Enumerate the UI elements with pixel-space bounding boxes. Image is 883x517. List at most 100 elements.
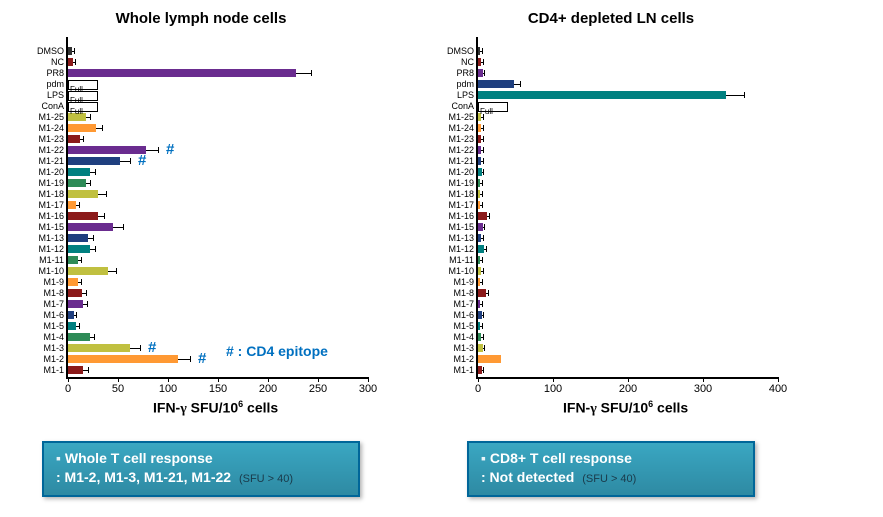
error-cap <box>95 246 96 252</box>
error-cap <box>483 268 484 274</box>
error-cap <box>482 279 483 285</box>
x-tick <box>778 377 779 382</box>
error-cap <box>489 213 490 219</box>
right-plot-area: 0100200300400IFN-γ SFU/106 cellsM1-1M1-2… <box>476 37 778 379</box>
x-tick <box>628 377 629 382</box>
error-cap <box>94 334 95 340</box>
left-summary-sfunote: (SFU > 40) <box>239 473 293 485</box>
y-tick-label: M1-15 <box>428 223 474 232</box>
error-cap <box>104 213 105 219</box>
error-cap <box>90 180 91 186</box>
y-tick-label: M1-25 <box>428 113 474 122</box>
bar <box>478 212 487 220</box>
error-cap <box>483 125 484 131</box>
right-chart: 0100200300400IFN-γ SFU/106 cellsM1-1M1-2… <box>426 33 796 433</box>
error-cap <box>76 312 77 318</box>
bar <box>478 80 514 88</box>
bar <box>68 124 96 132</box>
error-cap <box>484 345 485 351</box>
error-bar <box>113 227 123 228</box>
error-cap <box>102 125 103 131</box>
left-summary-line2-row: : M1-2, M1-3, M1-21, M1-22 (SFU > 40) <box>56 468 346 487</box>
x-tick <box>703 377 704 382</box>
y-tick-label: M1-16 <box>18 212 64 221</box>
left-summary-line1: Whole T cell response <box>56 449 346 468</box>
x-tick <box>268 377 269 382</box>
y-tick-label: M1-4 <box>428 333 474 342</box>
y-tick-label: M1-10 <box>18 267 64 276</box>
y-tick-label: M1-8 <box>18 289 64 298</box>
left-panel: Whole lymph node cells 05010015020025030… <box>16 10 386 497</box>
y-tick-label: M1-21 <box>428 157 474 166</box>
y-tick-label: M1-17 <box>18 201 64 210</box>
x-tick-label: 300 <box>359 383 377 395</box>
x-axis-label: IFN-γ SFU/106 cells <box>563 399 688 418</box>
y-tick-label: M1-1 <box>428 366 474 375</box>
error-cap <box>116 268 117 274</box>
y-tick-label: M1-19 <box>428 179 474 188</box>
error-cap <box>744 92 745 98</box>
y-tick-label: M1-18 <box>428 190 474 199</box>
y-tick-label: M1-8 <box>428 289 474 298</box>
error-cap <box>158 147 159 153</box>
bar <box>68 300 83 308</box>
error-cap <box>130 158 131 164</box>
y-tick-label: M1-15 <box>18 223 64 232</box>
left-panel-title: Whole lymph node cells <box>116 10 287 27</box>
bar <box>68 190 98 198</box>
y-tick-label: M1-25 <box>18 113 64 122</box>
bar <box>68 355 178 363</box>
error-cap <box>484 70 485 76</box>
right-summary-line1-text: CD8+ T cell response <box>490 450 632 466</box>
y-tick-label: M1-2 <box>18 355 64 364</box>
y-tick-label: M1-7 <box>18 300 64 309</box>
y-tick-label: LPS <box>428 91 474 100</box>
bar <box>68 366 83 374</box>
bar <box>68 344 130 352</box>
bar <box>68 234 88 242</box>
error-bar <box>98 194 106 195</box>
y-tick-label: M1-9 <box>18 278 64 287</box>
right-summary-line2-text: : Not detected <box>481 469 574 485</box>
right-summary-box: CD8+ T cell response : Not detected (SFU… <box>467 441 755 497</box>
error-bar <box>120 161 130 162</box>
error-cap <box>482 202 483 208</box>
bar <box>68 168 90 176</box>
left-summary-box: Whole T cell response : M1-2, M1-3, M1-2… <box>42 441 360 497</box>
y-tick-label: M1-11 <box>18 256 64 265</box>
y-tick-label: ConA <box>18 102 64 111</box>
error-cap <box>87 301 88 307</box>
y-tick-label: M1-23 <box>18 135 64 144</box>
right-summary-line2-row: : Not detected (SFU > 40) <box>481 468 741 487</box>
x-tick <box>218 377 219 382</box>
y-tick-label: M1-22 <box>18 146 64 155</box>
x-tick-label: 100 <box>159 383 177 395</box>
y-tick-label: M1-18 <box>18 190 64 199</box>
bar <box>68 69 296 77</box>
bar <box>68 223 113 231</box>
x-tick <box>118 377 119 382</box>
error-cap <box>95 169 96 175</box>
bar-full: Full <box>68 80 98 90</box>
bar <box>68 278 78 286</box>
error-cap <box>520 81 521 87</box>
y-tick-label: LPS <box>18 91 64 100</box>
error-cap <box>106 191 107 197</box>
y-tick-label: DMSO <box>18 47 64 56</box>
y-tick-label: M1-23 <box>428 135 474 144</box>
error-cap <box>311 70 312 76</box>
hash-marker: # <box>138 152 146 169</box>
bar <box>68 201 76 209</box>
error-cap <box>93 235 94 241</box>
y-tick-label: M1-13 <box>428 234 474 243</box>
error-cap <box>482 191 483 197</box>
x-axis-label: IFN-γ SFU/106 cells <box>153 399 278 418</box>
left-summary-line1-text: Whole T cell response <box>65 450 213 466</box>
right-panel-title: CD4+ depleted LN cells <box>528 10 694 27</box>
error-cap <box>190 356 191 362</box>
y-tick-label: M1-1 <box>18 366 64 375</box>
error-cap <box>483 312 484 318</box>
hash-marker: # <box>166 141 174 158</box>
bar-full: Full <box>478 102 508 112</box>
hash-marker: # <box>148 339 156 356</box>
